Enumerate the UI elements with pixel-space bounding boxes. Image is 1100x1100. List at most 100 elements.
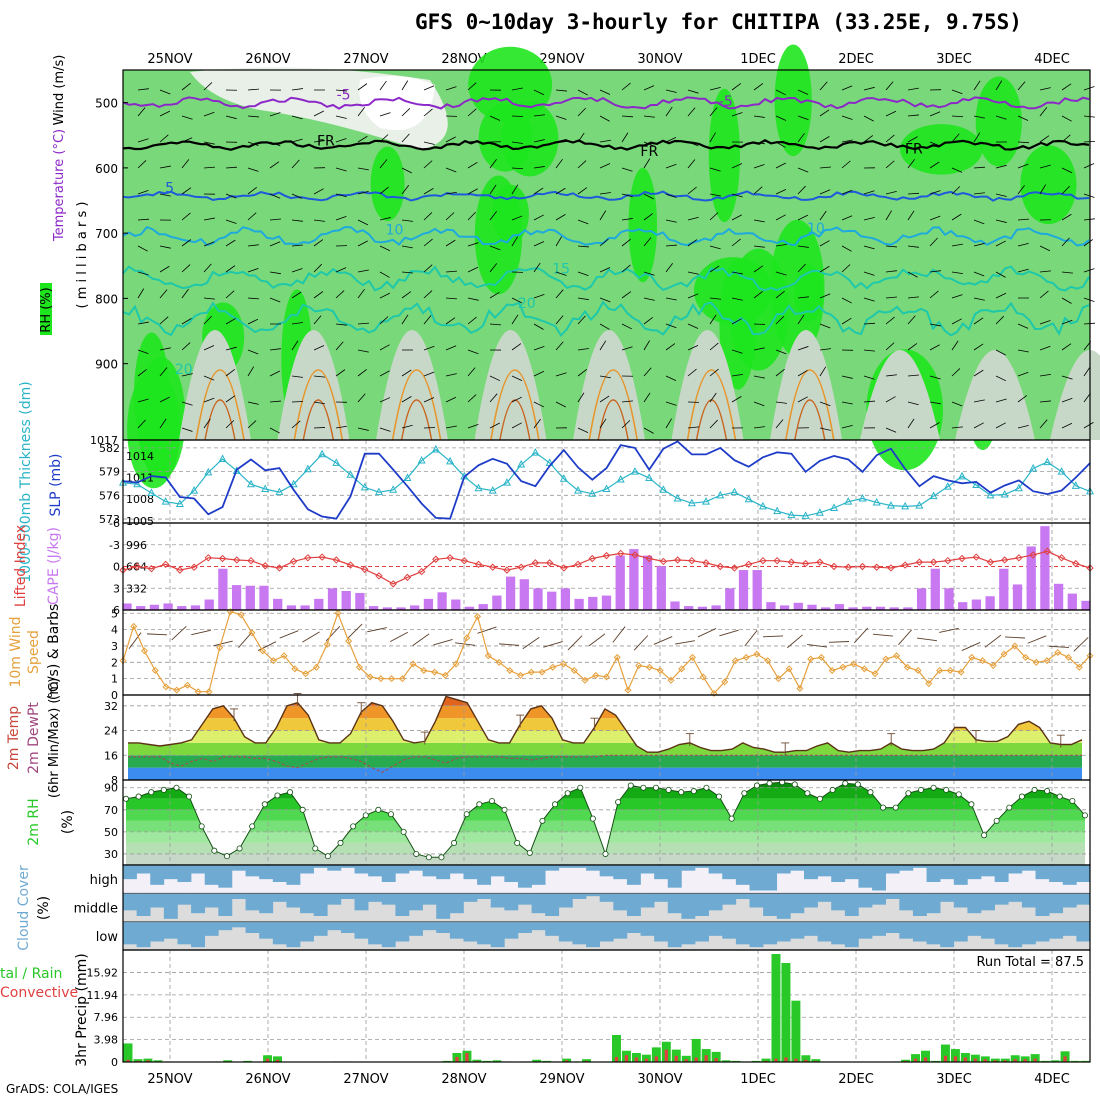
- lifted-index-point: [346, 561, 355, 569]
- thickness-point: [702, 497, 711, 505]
- wind-speed-point: [226, 608, 234, 616]
- wind-barb: [379, 159, 388, 169]
- wind-barb: [313, 239, 324, 247]
- cloud-cell-high: [204, 865, 219, 885]
- rh-point: [552, 801, 559, 808]
- cloud-cell-high: [749, 865, 764, 891]
- x-tick-label-top: 26NOV: [245, 52, 290, 67]
- wind-barb: [203, 397, 215, 403]
- lifted-index-point: [1057, 554, 1066, 562]
- wind-barb: [775, 419, 784, 429]
- thickness-point: [1000, 489, 1009, 498]
- wind-speed-point: [312, 663, 320, 671]
- y-tick-label: 1017: [90, 434, 118, 447]
- cloud-cell-low: [885, 921, 900, 933]
- cloud-cell-middle: [259, 893, 274, 914]
- wind-barb: [929, 401, 941, 405]
- cape-bar: [492, 595, 502, 610]
- wind-barb: [885, 245, 897, 248]
- precip-convective-bar: [1033, 1058, 1037, 1062]
- wind-barb: [291, 159, 300, 169]
- y-tick-label: 700: [95, 227, 118, 241]
- wind-barb-10m: [807, 643, 827, 648]
- wind-barb: [951, 401, 963, 407]
- wind-speed-point: [549, 663, 557, 671]
- wind-barb-10m: [1004, 636, 1026, 639]
- rh-point: [123, 795, 130, 802]
- wind-barb: [1039, 135, 1050, 143]
- cloud-cell-low: [953, 921, 968, 942]
- y-tick-label-left: 573: [99, 513, 120, 526]
- cape-bar: [547, 591, 557, 610]
- cape-bar: [615, 555, 625, 610]
- cloud-cell-middle: [504, 893, 519, 911]
- cape-bar: [684, 606, 694, 610]
- cloud-cell-low: [926, 921, 941, 945]
- rh-point: [564, 790, 571, 797]
- thickness-point: [1043, 457, 1052, 466]
- wind-barb: [621, 218, 633, 221]
- cloud-cell-high: [885, 865, 900, 874]
- wind-barb: [159, 289, 168, 299]
- wind-barb: [357, 393, 366, 403]
- wind-barb: [1083, 239, 1094, 247]
- thickness-point: [773, 506, 782, 515]
- wind-barb: [621, 132, 629, 143]
- wind-barb: [731, 297, 743, 301]
- wind-barb: [357, 269, 369, 273]
- wind-barb: [1083, 366, 1091, 377]
- y-tick-label: 0: [111, 689, 118, 702]
- precip-total-bar: [970, 1054, 980, 1062]
- wind-barb: [929, 190, 941, 195]
- wind-barb: [973, 132, 981, 143]
- wind-barb: [951, 115, 964, 118]
- cloud-cell-low: [272, 921, 287, 945]
- wind-speed-point: [860, 665, 868, 673]
- wind-barb: [621, 420, 631, 429]
- wind-barb-10m: [719, 629, 739, 637]
- wind-barb: [467, 242, 479, 247]
- axis-label-wind-speed: Speed: [26, 630, 42, 674]
- wind-barb: [775, 141, 786, 148]
- cloud-row-label: middle: [74, 902, 118, 917]
- wind-barb: [445, 317, 456, 325]
- wind-barb: [379, 427, 391, 432]
- wind-barb: [665, 244, 677, 247]
- wind-barb-10m: [588, 633, 606, 647]
- axis-label-temp: 2m Temp: [6, 706, 22, 770]
- wind-barb: [1039, 373, 1051, 377]
- cloud-cell-low: [763, 921, 778, 945]
- cape-bar: [300, 605, 310, 610]
- cloud-cell-middle: [1008, 893, 1023, 902]
- cape-bar: [410, 605, 420, 610]
- cloud-cell-high: [300, 865, 314, 874]
- cape-bar: [889, 607, 899, 610]
- wind-barb: [335, 267, 347, 273]
- cloud-cell-low: [899, 921, 914, 939]
- cape-bar: [1081, 600, 1091, 610]
- wind-barb-10m: [171, 625, 187, 641]
- wind-barb: [973, 369, 984, 377]
- wind-barb: [819, 240, 830, 247]
- thickness-point: [630, 467, 639, 475]
- y-tick-label: 30: [104, 848, 118, 861]
- wind-barb: [423, 345, 435, 351]
- precip-convective-bar: [624, 1055, 629, 1062]
- wind-speed-point: [463, 634, 471, 642]
- wind-barb: [753, 401, 765, 407]
- cloud-cell-middle: [626, 893, 641, 916]
- wind-barb: [401, 314, 409, 325]
- precip-total-bar: [611, 1035, 621, 1062]
- precip-total-bar: [153, 1060, 163, 1062]
- wind-barb-10m: [917, 637, 937, 642]
- freezing-level-contour: [122, 139, 1090, 151]
- temperature-contour-25: [588, 369, 638, 441]
- wind-speed-point: [678, 665, 686, 673]
- wind-barb: [137, 189, 149, 195]
- wind-barb: [577, 315, 586, 325]
- cloud-cell-high: [163, 865, 178, 880]
- wind-speed-point: [656, 666, 664, 674]
- rh-band: [126, 853, 1085, 865]
- rh-point: [1044, 788, 1051, 795]
- wind-barb: [511, 141, 523, 144]
